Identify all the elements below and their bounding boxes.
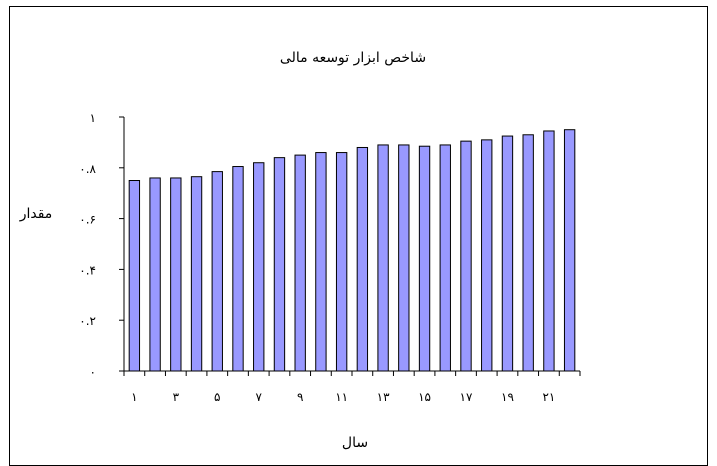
x-tick-label: ۱۵ bbox=[418, 390, 431, 404]
y-tick-label: ۰.۴ bbox=[79, 263, 96, 277]
bar-6 bbox=[232, 166, 244, 372]
bar-20 bbox=[522, 134, 534, 372]
y-tick-label: ۰ bbox=[90, 365, 96, 379]
bar-8 bbox=[273, 157, 286, 372]
bar-21 bbox=[543, 130, 555, 372]
bar-10 bbox=[315, 152, 327, 372]
y-axis-label: مقدار bbox=[19, 206, 53, 222]
y-tick-label: ۱ bbox=[90, 111, 96, 125]
x-tick-label: ۷ bbox=[256, 390, 263, 404]
x-tick-label: ۱ bbox=[131, 390, 137, 404]
x-tick-label: ۱۷ bbox=[460, 390, 473, 404]
bar-5 bbox=[211, 171, 223, 372]
x-tick-label: ۹ bbox=[297, 390, 303, 404]
chart-title: شاخص ابزار توسعه مالی bbox=[280, 50, 426, 66]
y-tick-label: ۰.۸ bbox=[79, 162, 96, 176]
x-tick-label: ۱۱ bbox=[335, 390, 348, 404]
bar-1 bbox=[128, 180, 141, 372]
bar-22 bbox=[563, 129, 576, 372]
bar-15 bbox=[418, 145, 431, 372]
x-tick-label: ۲۱ bbox=[542, 390, 555, 404]
bar-12 bbox=[356, 146, 369, 372]
bar-17 bbox=[460, 140, 472, 372]
bar-4 bbox=[190, 176, 203, 372]
bar-18 bbox=[481, 139, 493, 372]
y-axis: ۰ ۰.۲ ۰.۴ ۰.۶ ۰.۸ ۱ bbox=[79, 111, 125, 379]
bar-3 bbox=[170, 177, 182, 372]
bar-13 bbox=[377, 144, 389, 372]
x-axis: ۱ ۳ ۵ ۷ ۹ ۱۱ ۱۳ ۱۵ ۱۷ ۱۹ ۲۱ bbox=[123, 370, 581, 404]
bars bbox=[128, 129, 576, 372]
x-tick-label: ۵ bbox=[214, 390, 220, 404]
bar-19 bbox=[501, 135, 514, 372]
x-axis-label: سال bbox=[342, 435, 368, 451]
y-tick-label: ۰.۶ bbox=[79, 213, 96, 227]
bar-2 bbox=[149, 177, 161, 372]
bar-11 bbox=[335, 152, 348, 372]
x-tick-label: ۱۹ bbox=[501, 390, 514, 404]
bar-14 bbox=[398, 144, 410, 372]
bar-9 bbox=[294, 154, 306, 372]
bar-16 bbox=[439, 144, 451, 372]
bar-7 bbox=[253, 162, 265, 372]
y-tick-label: ۰.۲ bbox=[79, 314, 96, 328]
x-tick-label: ۱۳ bbox=[377, 390, 390, 404]
x-tick-label: ۳ bbox=[173, 390, 180, 404]
